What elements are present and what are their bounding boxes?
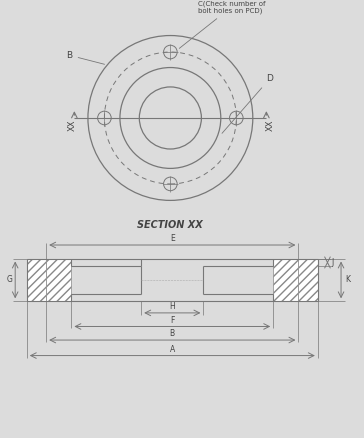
Polygon shape <box>46 258 71 301</box>
Text: SECTION XX: SECTION XX <box>138 219 203 230</box>
Text: K: K <box>345 276 350 284</box>
Text: E: E <box>170 234 175 243</box>
Text: B: B <box>67 51 104 64</box>
Text: B: B <box>170 329 175 338</box>
Text: XX: XX <box>68 120 77 131</box>
Text: H: H <box>169 302 175 311</box>
Text: XX: XX <box>266 120 275 131</box>
Text: F: F <box>170 315 174 325</box>
Polygon shape <box>298 258 318 301</box>
Polygon shape <box>27 258 46 301</box>
Polygon shape <box>273 258 298 301</box>
Text: C(Check number of
bolt holes on PCD): C(Check number of bolt holes on PCD) <box>179 0 265 48</box>
Text: G: G <box>7 276 12 284</box>
Text: J: J <box>331 258 333 267</box>
Text: D: D <box>222 74 273 133</box>
Text: A: A <box>170 345 175 353</box>
